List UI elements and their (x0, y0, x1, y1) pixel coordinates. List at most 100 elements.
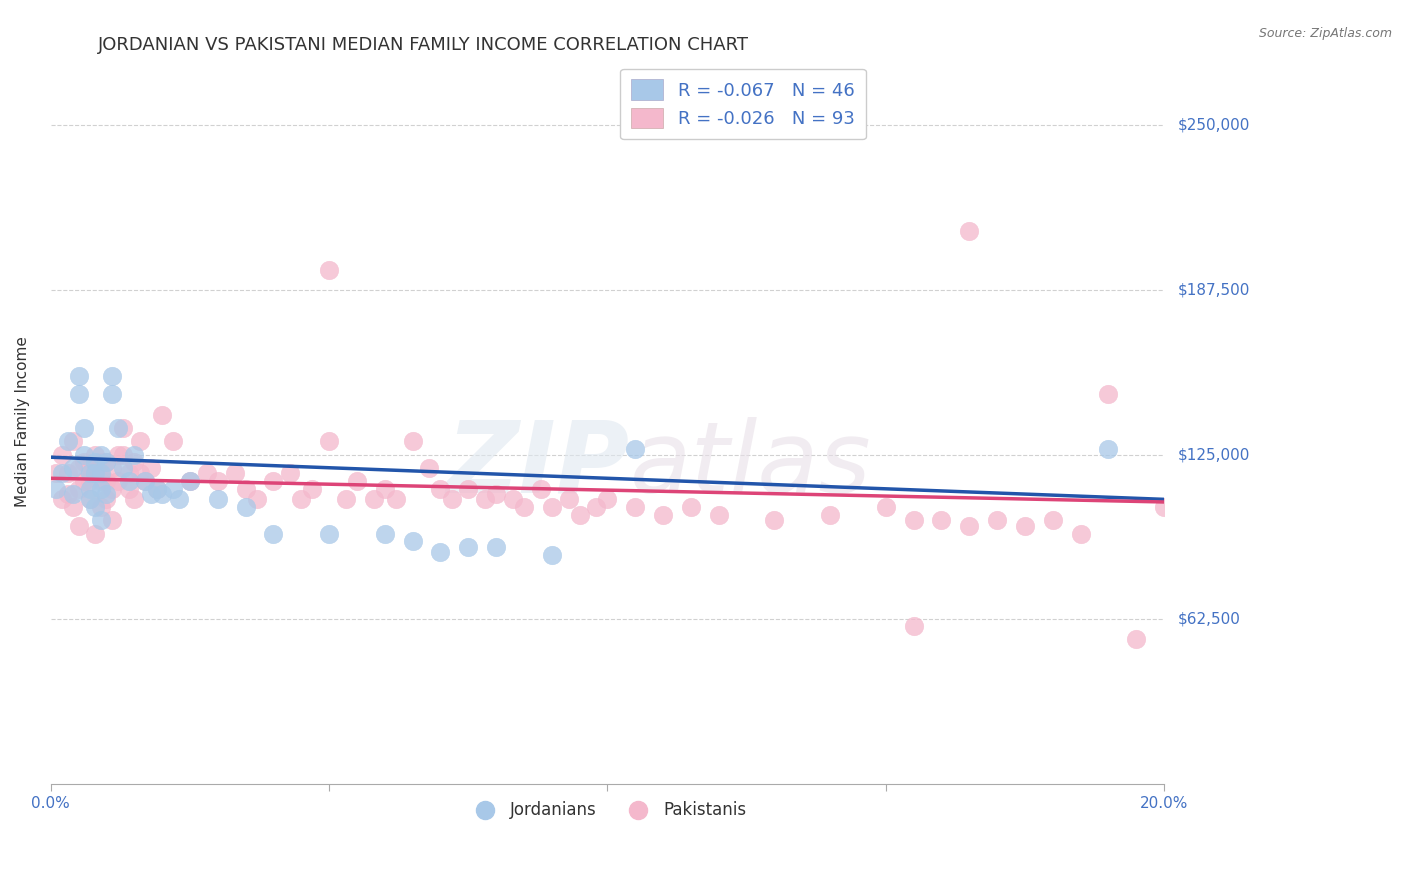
Point (90, 513, 112, 527)
Point (67, 518, 90, 533)
Point (84, 500, 107, 515)
Point (96, 455, 118, 469)
Point (112, 460, 135, 475)
Text: JORDANIAN VS PAKISTANI MEDIAN FAMILY INCOME CORRELATION CHART: JORDANIAN VS PAKISTANI MEDIAN FAMILY INC… (98, 36, 749, 54)
Point (129, 434, 152, 449)
Point (118, 466, 141, 480)
Text: Source: ZipAtlas.com: Source: ZipAtlas.com (1258, 27, 1392, 40)
Text: $125,000: $125,000 (1178, 447, 1250, 462)
Point (903, 619, 925, 633)
Point (45, 466, 67, 480)
Point (763, 513, 786, 527)
Point (56, 466, 79, 480)
Point (96, 455, 118, 469)
Point (79, 482, 101, 496)
Point (73, 455, 96, 469)
Point (290, 492, 312, 507)
Point (56, 487, 79, 501)
Point (84, 455, 107, 469)
Point (56, 434, 79, 449)
Point (73, 421, 96, 435)
Point (540, 500, 562, 515)
Point (207, 492, 229, 507)
Point (67, 482, 90, 496)
Point (903, 513, 925, 527)
Point (179, 474, 201, 488)
Point (385, 492, 408, 507)
Point (145, 482, 167, 496)
Point (318, 434, 340, 449)
Point (84, 466, 107, 480)
Point (67, 460, 90, 475)
Point (557, 492, 579, 507)
Point (596, 492, 619, 507)
Y-axis label: Median Family Income: Median Family Income (15, 336, 30, 508)
Point (90, 500, 112, 515)
Point (335, 492, 357, 507)
Point (51, 448, 73, 462)
Text: $250,000: $250,000 (1178, 118, 1250, 133)
Point (90, 466, 112, 480)
Text: $187,500: $187,500 (1178, 283, 1250, 298)
Point (429, 482, 451, 496)
Point (84, 466, 107, 480)
Point (707, 508, 730, 523)
Point (96, 474, 118, 488)
Point (118, 482, 141, 496)
Point (84, 448, 107, 462)
Point (79, 492, 101, 507)
Point (62, 460, 84, 475)
Point (124, 448, 146, 462)
Point (474, 492, 496, 507)
Point (139, 460, 162, 475)
Point (101, 482, 124, 496)
Point (957, 224, 980, 238)
Point (585, 500, 607, 515)
Point (101, 368, 124, 383)
Point (195, 466, 218, 480)
Point (513, 500, 536, 515)
Text: ZIP: ZIP (447, 417, 630, 514)
Point (45, 482, 67, 496)
Point (318, 526, 340, 541)
Point (1153, 500, 1175, 515)
Point (179, 474, 201, 488)
Point (1097, 442, 1119, 457)
Point (957, 518, 980, 533)
Point (96, 492, 118, 507)
Point (429, 545, 451, 559)
Point (346, 474, 368, 488)
Point (624, 442, 647, 457)
Point (129, 466, 152, 480)
Point (235, 500, 257, 515)
Point (90, 482, 112, 496)
Point (90, 448, 112, 462)
Point (150, 408, 173, 422)
Point (73, 474, 96, 488)
Point (107, 448, 129, 462)
Point (1070, 526, 1092, 541)
Point (263, 474, 285, 488)
Point (235, 482, 257, 496)
Point (1125, 632, 1147, 646)
Point (374, 526, 396, 541)
Text: atlas: atlas (630, 417, 872, 514)
Point (401, 534, 423, 549)
Point (124, 455, 146, 469)
Point (134, 474, 156, 488)
Point (401, 434, 423, 449)
Point (363, 492, 385, 507)
Point (162, 434, 184, 449)
Point (62, 487, 84, 501)
Point (224, 466, 246, 480)
Point (67, 368, 90, 383)
Point (679, 500, 702, 515)
Point (90, 455, 112, 469)
Point (485, 487, 508, 501)
Point (62, 434, 84, 449)
Point (51, 492, 73, 507)
Point (875, 500, 897, 515)
Point (301, 482, 323, 496)
Point (150, 487, 173, 501)
Point (107, 421, 129, 435)
